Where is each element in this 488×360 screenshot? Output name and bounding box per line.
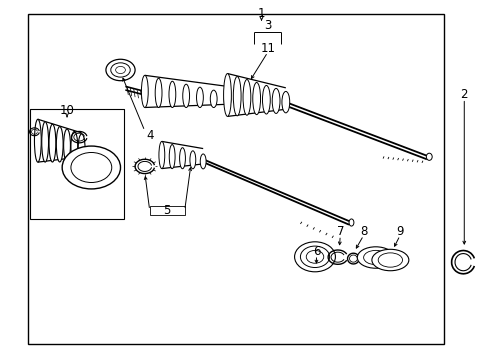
Ellipse shape bbox=[141, 75, 148, 108]
Ellipse shape bbox=[377, 253, 402, 267]
Ellipse shape bbox=[183, 84, 189, 108]
Ellipse shape bbox=[78, 134, 85, 162]
Circle shape bbox=[300, 246, 329, 267]
Text: 3: 3 bbox=[264, 19, 271, 32]
Ellipse shape bbox=[179, 148, 185, 169]
Circle shape bbox=[305, 250, 323, 263]
Ellipse shape bbox=[155, 78, 162, 108]
Ellipse shape bbox=[71, 131, 78, 162]
Ellipse shape bbox=[196, 87, 203, 108]
Ellipse shape bbox=[243, 80, 250, 115]
Text: 10: 10 bbox=[60, 104, 74, 117]
Circle shape bbox=[71, 153, 112, 183]
Ellipse shape bbox=[426, 153, 431, 160]
Ellipse shape bbox=[223, 73, 231, 116]
Ellipse shape bbox=[363, 250, 387, 265]
Ellipse shape bbox=[34, 119, 41, 162]
Text: 7: 7 bbox=[336, 225, 344, 238]
Text: 6: 6 bbox=[312, 245, 320, 258]
Text: 2: 2 bbox=[460, 88, 467, 101]
Circle shape bbox=[294, 242, 335, 272]
Ellipse shape bbox=[262, 85, 270, 114]
Text: 5: 5 bbox=[163, 204, 170, 217]
Bar bbox=[28, 14, 443, 344]
Text: 11: 11 bbox=[260, 42, 275, 55]
Ellipse shape bbox=[189, 151, 195, 169]
Ellipse shape bbox=[210, 90, 217, 108]
Ellipse shape bbox=[348, 219, 353, 226]
Ellipse shape bbox=[357, 247, 393, 268]
Ellipse shape bbox=[169, 145, 175, 168]
Circle shape bbox=[106, 59, 135, 81]
Ellipse shape bbox=[200, 154, 205, 169]
Ellipse shape bbox=[56, 127, 63, 162]
Ellipse shape bbox=[272, 89, 280, 113]
Ellipse shape bbox=[63, 129, 70, 162]
Bar bbox=[149, 206, 184, 215]
Ellipse shape bbox=[233, 77, 241, 116]
Text: 4: 4 bbox=[145, 129, 153, 142]
Circle shape bbox=[111, 63, 130, 77]
Text: 9: 9 bbox=[396, 225, 403, 238]
Ellipse shape bbox=[282, 91, 289, 113]
Ellipse shape bbox=[41, 122, 48, 162]
Ellipse shape bbox=[49, 124, 56, 162]
Bar bbox=[30, 109, 124, 219]
Text: 1: 1 bbox=[257, 8, 264, 21]
Ellipse shape bbox=[252, 82, 260, 114]
Ellipse shape bbox=[224, 93, 230, 108]
Text: 8: 8 bbox=[359, 225, 366, 238]
Ellipse shape bbox=[169, 81, 175, 108]
Circle shape bbox=[116, 66, 125, 73]
Ellipse shape bbox=[371, 249, 408, 271]
Circle shape bbox=[62, 146, 120, 189]
Ellipse shape bbox=[159, 141, 164, 168]
